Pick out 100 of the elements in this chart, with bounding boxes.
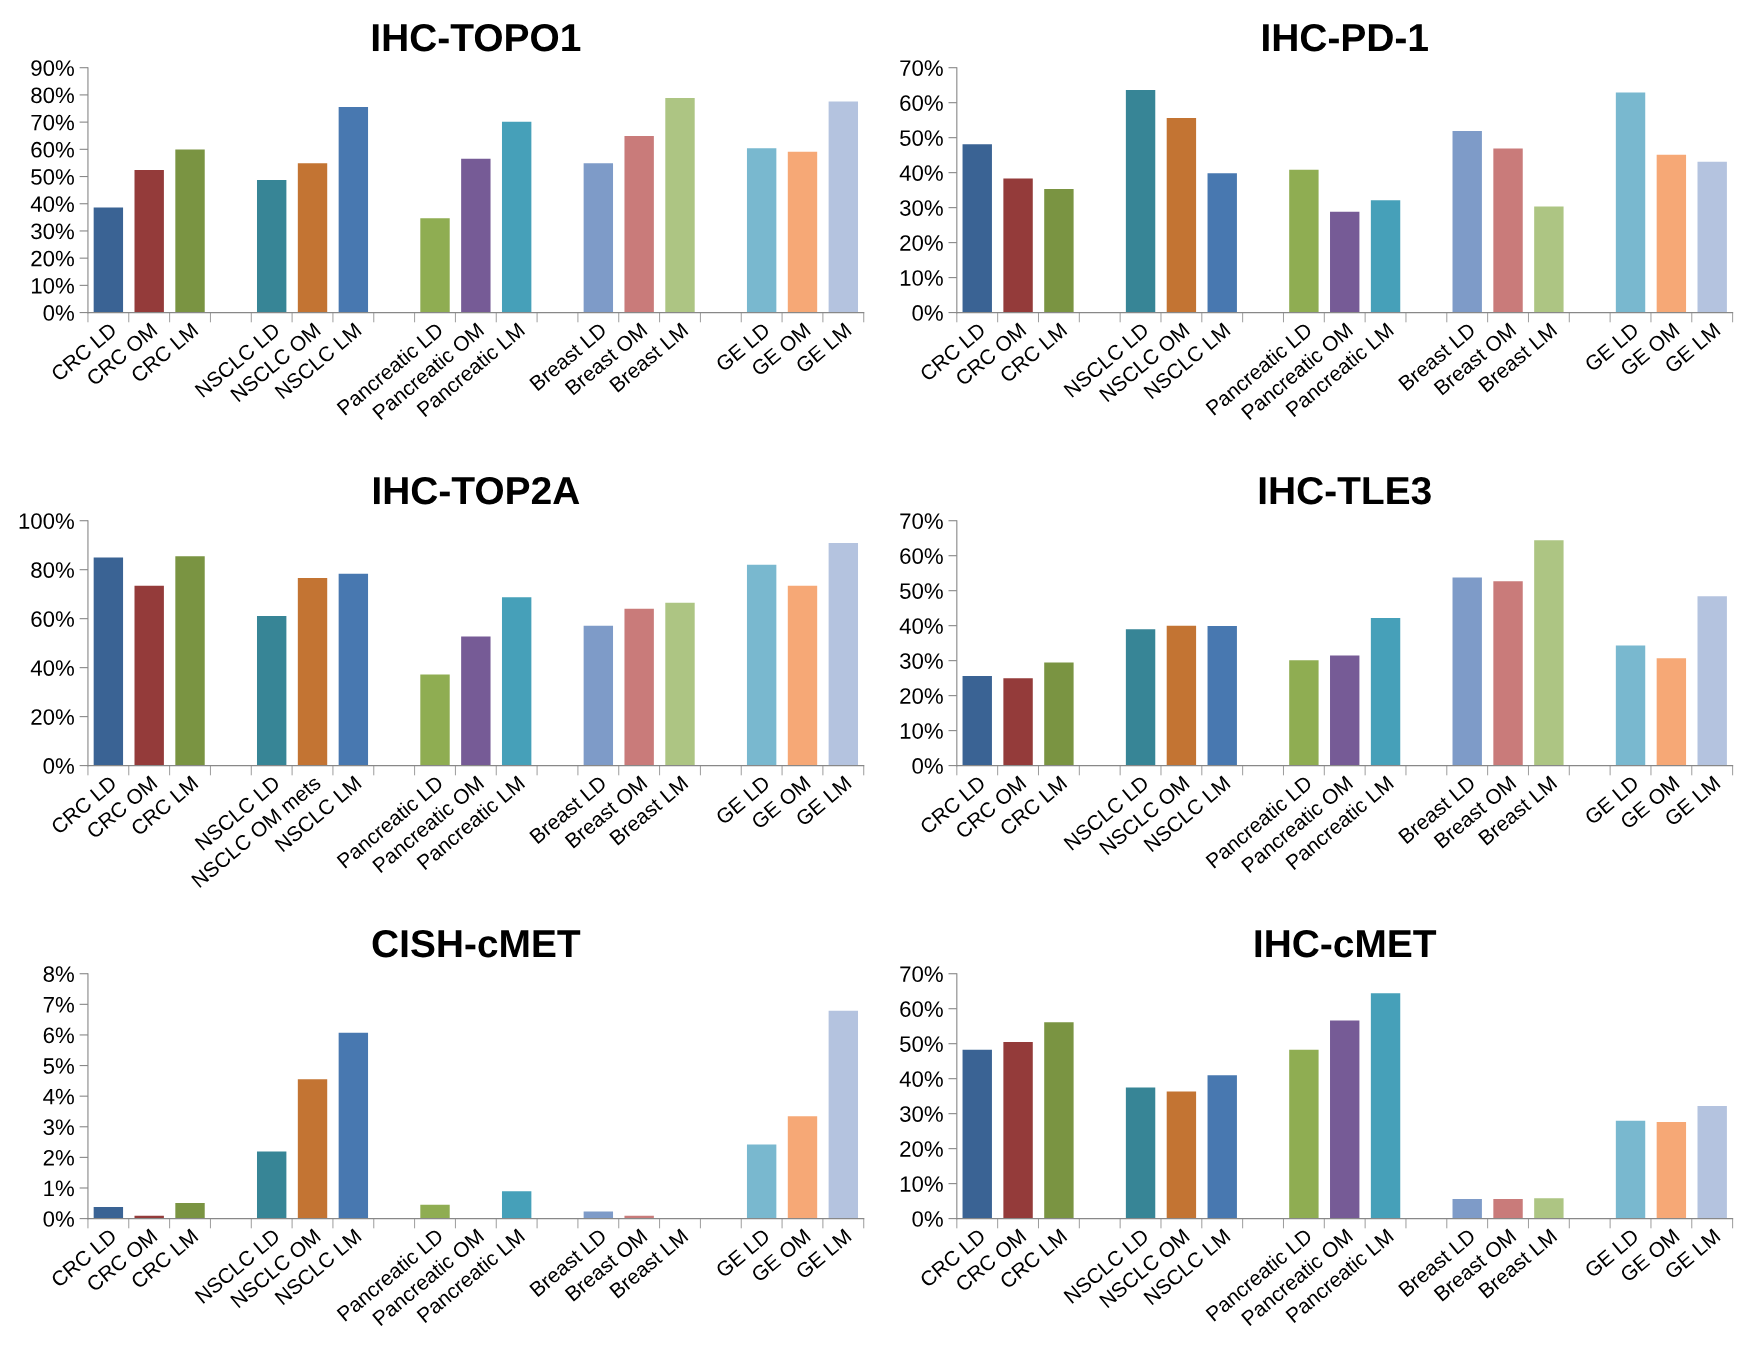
- y-tick-label: 70%: [900, 60, 943, 76]
- bar: [420, 218, 450, 313]
- bar: [1003, 1041, 1033, 1219]
- y-tick-label: 30%: [900, 653, 943, 669]
- bar: [501, 1191, 532, 1219]
- y-tick-label: 4%: [43, 1088, 74, 1105]
- y-tick-label: 40%: [30, 660, 74, 676]
- bar: [1697, 1105, 1727, 1219]
- bar: [501, 597, 532, 766]
- bar: [1656, 154, 1687, 313]
- bar: [338, 573, 369, 766]
- bar: [1044, 189, 1074, 313]
- bar: [338, 1032, 369, 1219]
- bar: [828, 1010, 859, 1219]
- y-tick-label: 20%: [31, 250, 74, 267]
- bar: [93, 207, 124, 313]
- y-tick-label: 0%: [912, 1211, 943, 1227]
- y-tick-label: 30%: [31, 223, 74, 240]
- bar: [787, 585, 818, 766]
- y-tick-label: 40%: [899, 1071, 943, 1087]
- bar: [256, 1151, 287, 1219]
- y-tick-label: 2%: [43, 1149, 74, 1166]
- bar: [1534, 540, 1564, 766]
- bar: [1125, 1087, 1156, 1219]
- y-tick-label: 60%: [900, 95, 943, 111]
- y-tick-label: 20%: [900, 688, 943, 704]
- bar: [338, 106, 369, 313]
- bar: [1493, 1199, 1523, 1219]
- y-tick-label: 90%: [31, 60, 74, 76]
- bar: [1656, 658, 1687, 766]
- bar: [256, 180, 287, 313]
- bar: [93, 1206, 124, 1219]
- bar: [1044, 662, 1074, 766]
- bar: [1370, 617, 1401, 766]
- bar: [1370, 200, 1401, 313]
- bar: [175, 556, 205, 766]
- y-tick-label: 40%: [30, 196, 74, 213]
- y-tick-label: 20%: [900, 235, 943, 251]
- bar: [420, 1204, 450, 1219]
- bar: [1656, 1122, 1687, 1219]
- bar: [461, 636, 491, 766]
- y-tick-label: 70%: [900, 513, 943, 529]
- bar: [1166, 625, 1197, 766]
- bar: [787, 1116, 818, 1219]
- bar: [1044, 1022, 1074, 1219]
- y-tick-label: 80%: [31, 562, 74, 578]
- y-tick-label: 70%: [900, 966, 943, 982]
- bar: [297, 163, 328, 313]
- chart-title: IHC-TOPO1: [372, 23, 581, 52]
- y-tick-label: 40%: [899, 618, 943, 634]
- chart-title: IHC-PD-1: [1263, 23, 1428, 52]
- bar: [1330, 211, 1360, 313]
- bar: [828, 543, 859, 766]
- bar: [962, 144, 992, 313]
- y-tick-label: 60%: [900, 1001, 943, 1017]
- bar: [1207, 1075, 1237, 1219]
- y-tick-label: 3%: [43, 1119, 74, 1136]
- bar: [962, 676, 992, 766]
- bar: [501, 121, 532, 313]
- bar: [1207, 626, 1237, 766]
- bar: [1330, 655, 1360, 766]
- bar: [1615, 1120, 1646, 1219]
- bar: [175, 149, 205, 313]
- y-tick-label: 5%: [43, 1058, 74, 1074]
- bar: [1289, 169, 1319, 313]
- y-tick-label: 30%: [900, 1106, 943, 1122]
- y-tick-label: 7%: [43, 996, 74, 1013]
- bar: [1615, 92, 1646, 313]
- y-tick-label: 6%: [43, 1027, 74, 1044]
- y-tick-label: 100%: [19, 513, 74, 529]
- y-tick-label: 8%: [43, 966, 74, 982]
- bar: [1697, 161, 1727, 313]
- bar: [1003, 678, 1033, 766]
- bar: [1452, 1199, 1482, 1219]
- y-tick-label: 70%: [31, 114, 74, 131]
- bar: [1615, 645, 1646, 766]
- bar: [93, 557, 124, 766]
- bar: [1289, 660, 1319, 766]
- y-tick-label: 50%: [900, 1036, 943, 1052]
- bar: [1166, 1091, 1197, 1219]
- bar: [1534, 206, 1564, 313]
- y-tick-label: 60%: [31, 611, 74, 627]
- bar: [665, 97, 695, 313]
- bar: [1370, 993, 1401, 1219]
- bar: [1452, 577, 1482, 766]
- y-tick-label: 20%: [900, 1141, 943, 1157]
- bar: [1289, 1049, 1319, 1219]
- y-tick-label: 10%: [900, 270, 943, 286]
- bar: [1207, 173, 1237, 313]
- bar: [665, 602, 695, 766]
- bar: [746, 1144, 777, 1219]
- bar: [1493, 581, 1523, 766]
- bar: [583, 625, 614, 766]
- y-tick-label: 80%: [31, 87, 74, 104]
- bar: [420, 674, 450, 766]
- y-tick-label: 0%: [43, 758, 74, 774]
- bar: [746, 148, 777, 313]
- bar: [256, 615, 287, 766]
- bar: [297, 578, 328, 766]
- y-tick-label: 50%: [900, 583, 943, 599]
